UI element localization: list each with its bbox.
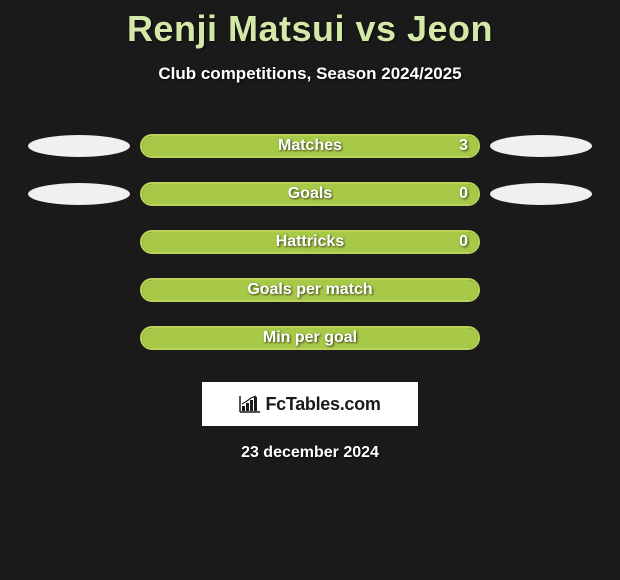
left-ellipse <box>28 183 130 205</box>
stat-bar: Goals 0 <box>140 182 480 206</box>
chart-icon <box>239 395 261 413</box>
stat-label: Hattricks <box>276 233 344 251</box>
right-ellipse <box>490 135 592 157</box>
stat-label: Goals <box>288 185 332 203</box>
stat-bar: Hattricks 0 <box>140 230 480 254</box>
stat-rows: Matches 3 Goals 0 Hattricks 0 <box>0 134 620 350</box>
stat-row: Matches 3 <box>8 134 612 158</box>
stat-label: Goals per match <box>247 281 372 299</box>
stat-row: Goals 0 <box>8 182 612 206</box>
stat-row: Goals per match <box>8 278 612 302</box>
stat-bar: Goals per match <box>140 278 480 302</box>
stat-value: 0 <box>459 185 468 203</box>
stat-bar: Min per goal <box>140 326 480 350</box>
stat-row: Min per goal <box>8 326 612 350</box>
stat-value: 0 <box>459 233 468 251</box>
stat-row: Hattricks 0 <box>8 230 612 254</box>
comparison-card: Renji Matsui vs Jeon Club competitions, … <box>0 0 620 462</box>
date-text: 23 december 2024 <box>0 444 620 462</box>
stat-label: Matches <box>278 137 342 155</box>
stat-label: Min per goal <box>263 329 357 347</box>
page-title: Renji Matsui vs Jeon <box>0 8 620 50</box>
logo-text: FcTables.com <box>265 394 380 415</box>
logo-box: FcTables.com <box>202 382 418 426</box>
subtitle: Club competitions, Season 2024/2025 <box>0 64 620 84</box>
stat-value: 3 <box>459 137 468 155</box>
stat-bar: Matches 3 <box>140 134 480 158</box>
left-ellipse <box>28 135 130 157</box>
right-ellipse <box>490 183 592 205</box>
